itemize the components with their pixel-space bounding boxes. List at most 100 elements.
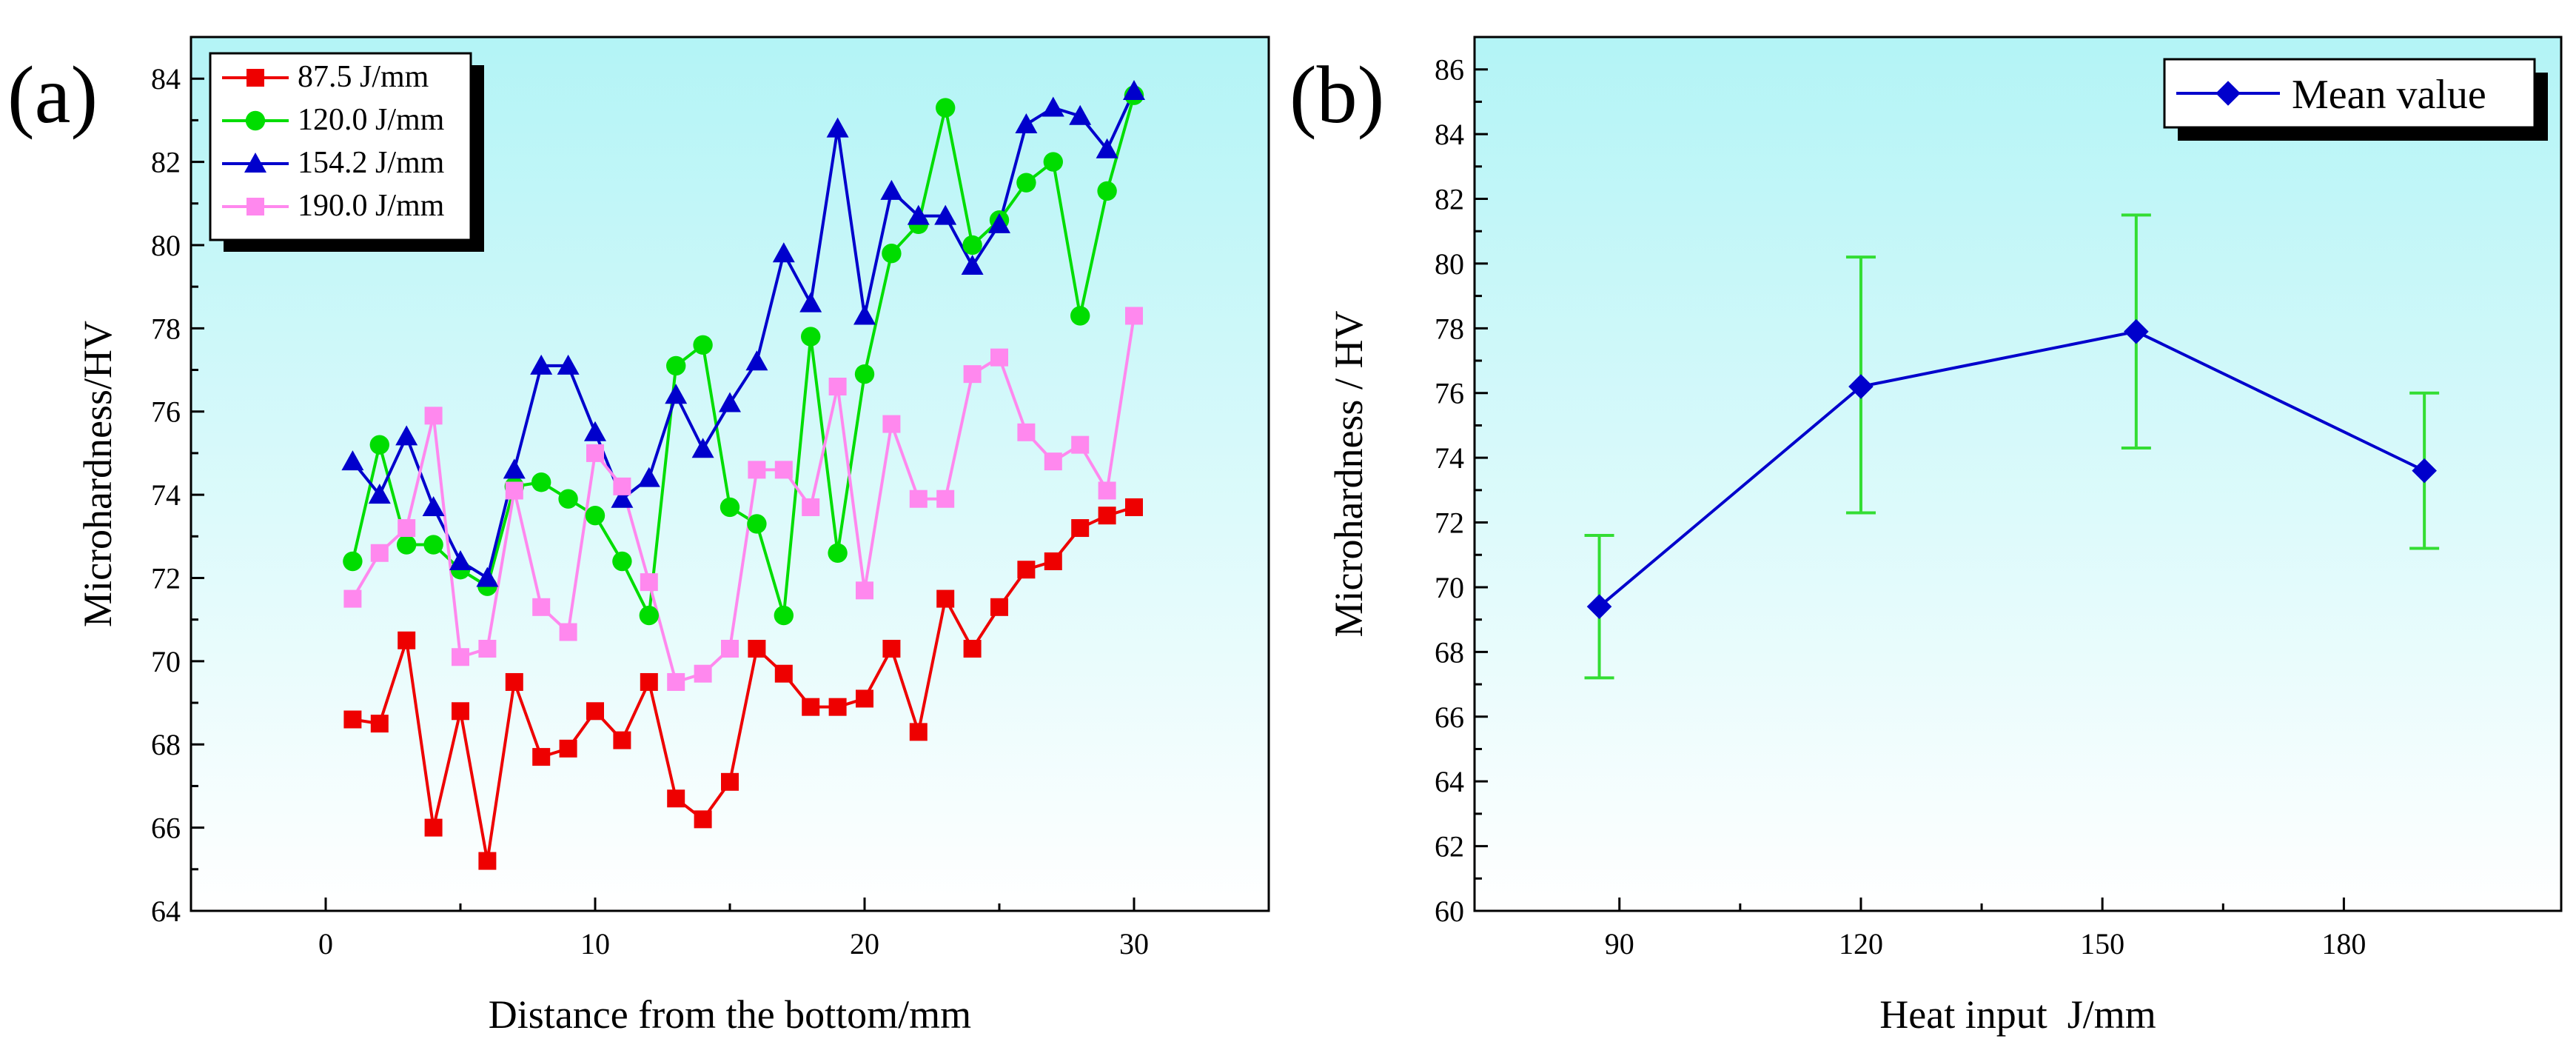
series-2-point: [828, 543, 848, 563]
series-4-point: [1098, 481, 1116, 500]
panel-b-label: (b): [1289, 50, 1384, 140]
panel-b-x-tick-label: 120: [1839, 927, 1883, 960]
series-1-point: [343, 710, 362, 729]
series-4-point: [478, 640, 497, 658]
series-2-point: [423, 535, 443, 555]
series-2-point: [639, 605, 659, 626]
panel-b-x-tick-label: 150: [2080, 927, 2124, 960]
panel-a-legend: 87.5 J/mm 120.0 J/mm 154.2 J/mm 190.0 J/…: [209, 52, 484, 252]
legend-marker-3: [244, 153, 266, 173]
series-4-point: [667, 672, 685, 691]
panel-a-label: (a): [7, 50, 98, 140]
panel-a-y-tick-label: 80: [151, 229, 181, 262]
series-4-point: [828, 378, 847, 395]
series-1-point: [694, 810, 712, 829]
series-4-point: [505, 481, 523, 500]
series-2-point: [1097, 181, 1117, 201]
mean-value-line: [1598, 330, 2426, 608]
panel-b-y-tick-label: 66: [1435, 701, 1464, 734]
series-4-point: [1017, 423, 1036, 441]
series-3-point: [961, 255, 984, 275]
panel-b-y-tick-label: 78: [1435, 312, 1464, 345]
series-3-point: [1096, 138, 1118, 158]
panel-b-y-tick-label: 86: [1435, 53, 1464, 87]
series-3-point: [934, 204, 957, 225]
series-4-point: [909, 489, 928, 508]
panel-b-x-tick-label: 180: [2321, 927, 2366, 960]
series-1-point: [1044, 552, 1062, 570]
series-1-point: [586, 702, 604, 721]
series-3-point: [1123, 80, 1145, 101]
series-1-point: [667, 789, 685, 808]
series-2-point: [962, 235, 982, 255]
panel-a: (a) 0 10 20 30 64 66 68 70 72 74 76 78 80 82 84 Distan…: [7, 36, 1270, 1037]
series-3-point: [745, 350, 768, 371]
series-2-point: [343, 551, 363, 572]
series-2-point: [774, 605, 794, 626]
series-3-point: [665, 384, 688, 404]
series-1-point: [505, 672, 523, 691]
panel-b-y-tick-label: 84: [1435, 118, 1464, 151]
series-2-point: [747, 514, 767, 534]
series-3-point: [691, 438, 714, 458]
series-3-point: [368, 484, 391, 504]
panel-b-legend-box: [2163, 58, 2536, 129]
panel-b-y-axis-title: Microhardness / HV: [1326, 311, 1371, 638]
series-2-point: [882, 243, 902, 264]
series-1-point: [424, 818, 443, 837]
panel-a-legend-label-1: 87.5 J/mm: [298, 60, 429, 94]
series-1-point: [1098, 507, 1116, 525]
legend-marker-4: [246, 198, 264, 215]
series-4-point: [694, 664, 712, 683]
panel-b-legend-label: Mean value: [2292, 72, 2486, 118]
series-4-point: [343, 589, 362, 608]
series-1-point: [559, 739, 577, 758]
series-2-point: [801, 327, 821, 347]
panel-b-ticks: 90 120 150 180 60 62 64 66 68 70 72 74 76 78 80 82 84 86: [1435, 53, 2366, 960]
series-3-point: [1069, 104, 1092, 125]
panel-a-x-axis-title: Distance from the bottom/mm: [489, 992, 971, 1037]
panel-b-x-tick-label: 90: [1605, 927, 1634, 960]
series-3-point: [530, 354, 553, 375]
legend-marker-mean: [2216, 81, 2241, 106]
panel-a-y-tick-label: 76: [151, 395, 181, 429]
series-3-point: [988, 213, 1010, 233]
panel-a-ticks: 0 10 20 30 64 66 68 70 72 74 76 78 80 82 84: [151, 62, 1149, 960]
panel-a-y-tick-label: 82: [151, 146, 181, 179]
series-2-point: [720, 497, 740, 518]
series-1-point: [909, 723, 928, 741]
series-4-point: [1071, 435, 1090, 454]
series-4-point: [532, 598, 551, 616]
panel-b-y-tick-label: 74: [1435, 441, 1464, 475]
series-4-point: [936, 489, 955, 508]
panel-a-series: [341, 80, 1145, 870]
series-1-point: [532, 748, 551, 766]
series-4-point: [1125, 307, 1143, 325]
panel-a-x-tick-label: 30: [1119, 927, 1149, 960]
panel-a-x-tick-label: 10: [580, 927, 610, 960]
series-4-point: [963, 365, 982, 384]
panel-b-y-tick-label: 82: [1435, 183, 1464, 216]
panel-b-plot-area: [1473, 36, 2563, 912]
series-1-point: [452, 702, 469, 721]
panel-b-y-tick-label: 72: [1435, 507, 1464, 540]
series-3-point: [449, 550, 472, 570]
series-2-point: [936, 98, 956, 118]
series-4-point: [856, 581, 873, 600]
series-1-point: [478, 852, 497, 870]
series-3-point: [422, 495, 445, 516]
series-2-point: [1016, 173, 1036, 193]
series-3-point: [907, 204, 930, 225]
panel-a-legend-label-3: 154.2 J/mm: [298, 146, 445, 180]
panel-b-y-tick-label: 76: [1435, 377, 1464, 410]
series-4-point: [586, 444, 604, 462]
panel-a-y-tick-label: 78: [151, 312, 181, 345]
series-2-point: [1043, 152, 1064, 172]
series-3-point: [799, 292, 822, 313]
series-4-point: [882, 415, 901, 433]
panel-a-x-tick-label: 0: [318, 927, 333, 960]
legend-marker-1: [246, 69, 264, 87]
series-2-point: [666, 355, 686, 376]
series-3-point: [1015, 113, 1038, 133]
